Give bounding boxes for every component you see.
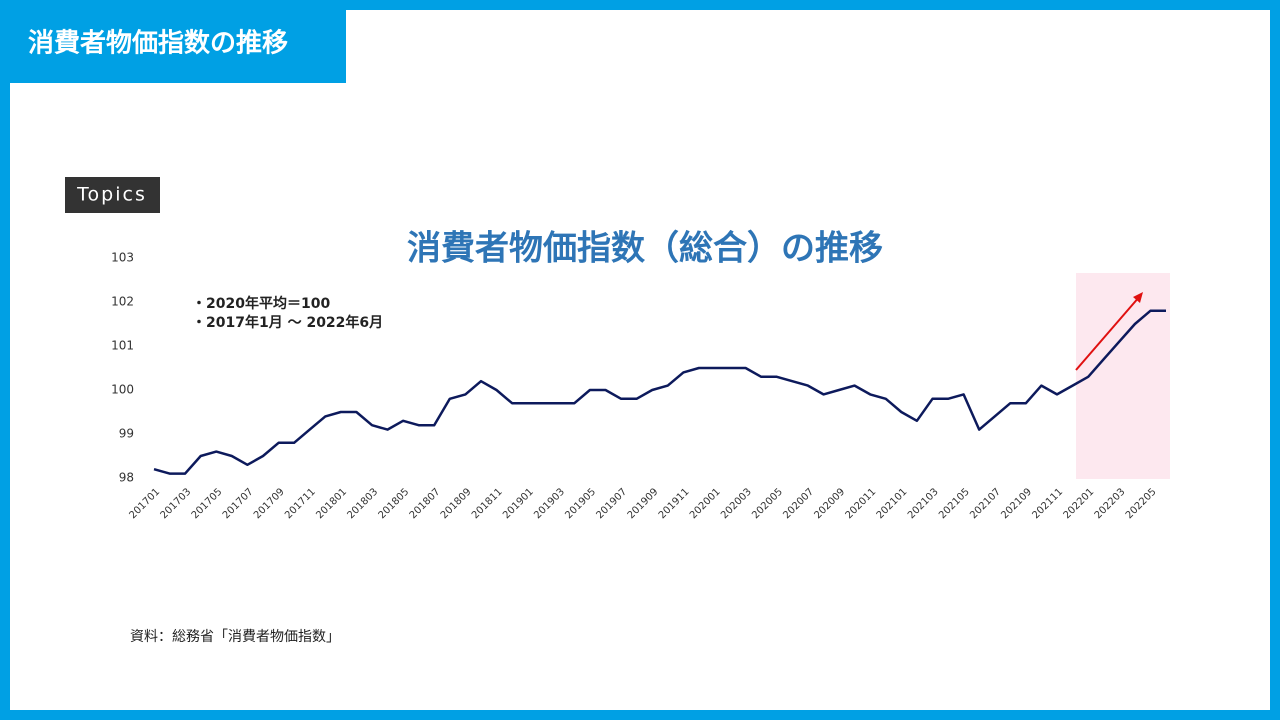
source-note: 資料：総務省「消費者物価指数」 — [130, 629, 340, 645]
y-tick-label: 103 — [111, 251, 134, 265]
y-tick-label: 102 — [111, 295, 134, 309]
arrow-head — [1133, 292, 1143, 303]
slide-body — [10, 10, 1270, 710]
y-tick-label: 100 — [111, 383, 134, 397]
data-line — [153, 309, 1166, 475]
header-box — [10, 10, 346, 83]
header-title: 消費者物価指数の推移 — [28, 29, 288, 59]
topics-label: Topics — [76, 184, 147, 206]
annotation: ・2020年平均＝100 — [192, 295, 330, 312]
trend-arrow — [1075, 295, 1141, 371]
chart-title: 消費者物価指数（総合）の推移 — [407, 229, 883, 269]
y-tick-label: 99 — [119, 427, 134, 441]
topics-box — [65, 177, 160, 213]
annotation: ・2017年1月 ～ 2022年6月 — [192, 314, 383, 331]
highlight-region — [1076, 273, 1170, 479]
y-tick-label: 98 — [119, 471, 134, 485]
y-tick-label: 101 — [111, 339, 134, 353]
